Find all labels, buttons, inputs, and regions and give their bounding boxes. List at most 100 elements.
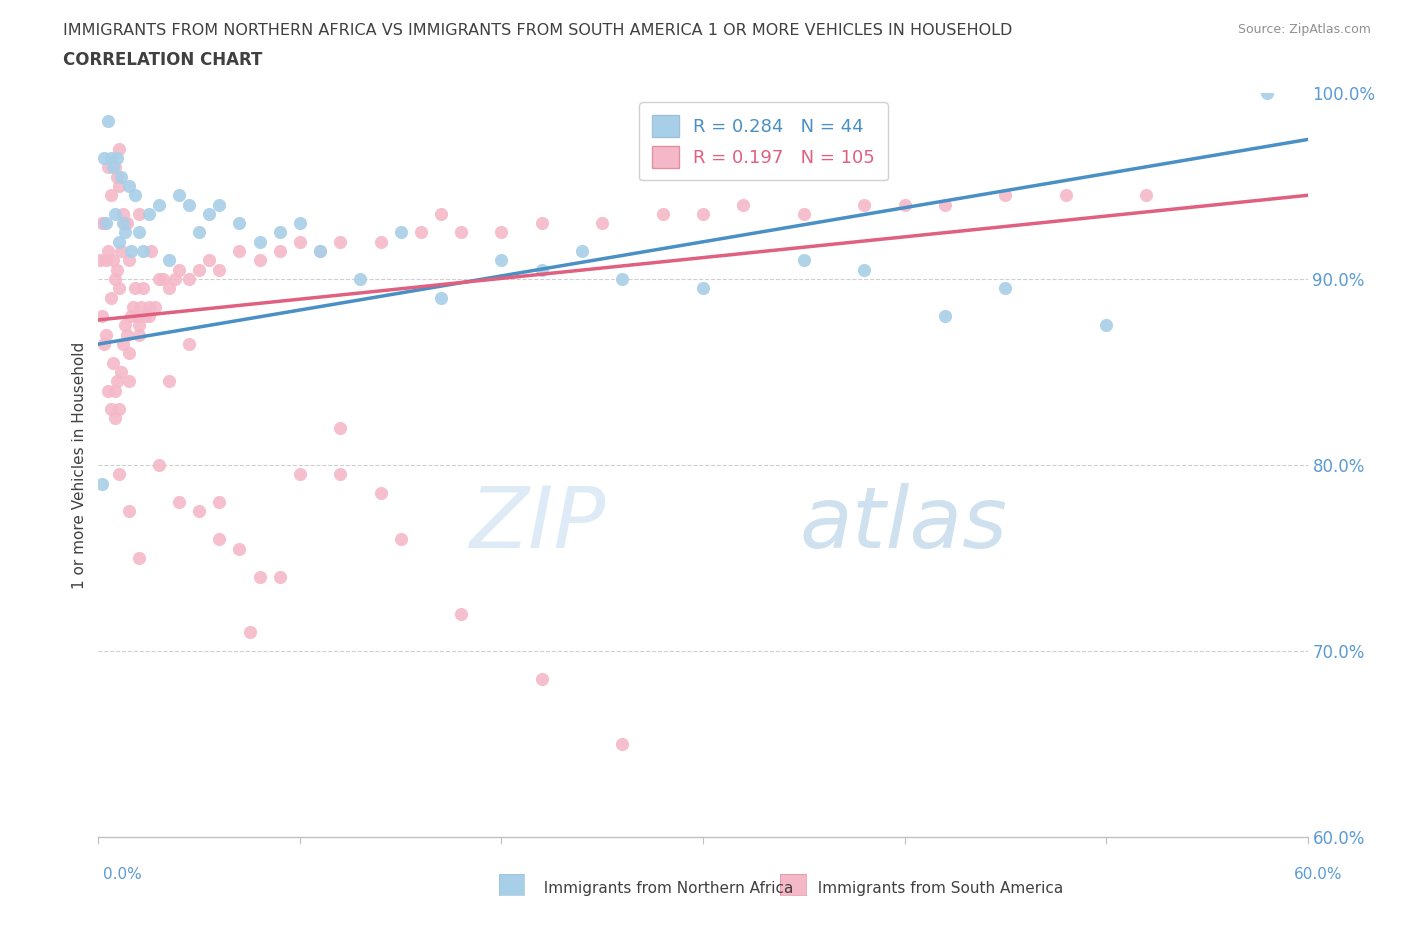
Text: 0.0%: 0.0% — [103, 867, 142, 882]
Point — [101, 355, 124, 370]
Point — [692, 281, 714, 296]
Point — [93, 151, 115, 166]
Point — [100, 188, 122, 203]
Point — [167, 188, 190, 203]
Point — [138, 299, 160, 314]
Point — [128, 327, 150, 342]
Point — [152, 272, 174, 286]
Text: atlas: atlas — [800, 483, 1008, 566]
Point — [128, 318, 150, 333]
Point — [893, 197, 915, 212]
Point — [148, 272, 170, 286]
Point — [128, 206, 150, 221]
Point — [148, 197, 170, 212]
Point — [93, 337, 115, 352]
Point — [115, 216, 138, 231]
Point — [96, 327, 118, 342]
Point — [188, 262, 211, 277]
Point — [249, 569, 271, 584]
Point — [157, 281, 180, 296]
Point — [188, 504, 211, 519]
Point — [105, 151, 128, 166]
Point — [853, 262, 876, 277]
Point — [91, 216, 114, 231]
Point — [91, 476, 114, 491]
Point — [100, 290, 122, 305]
Point — [309, 244, 332, 259]
Point — [329, 467, 352, 482]
Point — [110, 244, 132, 259]
Text: Source: ZipAtlas.com: Source: ZipAtlas.com — [1237, 23, 1371, 36]
Point — [994, 188, 1017, 203]
Text: Immigrants from South America: Immigrants from South America — [808, 881, 1064, 896]
Point — [188, 225, 211, 240]
Point — [107, 141, 129, 156]
Point — [115, 327, 138, 342]
Point — [138, 206, 160, 221]
Point — [103, 383, 125, 398]
Point — [409, 225, 432, 240]
Point — [934, 197, 956, 212]
Point — [208, 495, 231, 510]
Point — [329, 234, 352, 249]
Point — [124, 188, 146, 203]
Point — [107, 179, 129, 193]
Point — [530, 671, 553, 686]
Point — [118, 346, 141, 361]
Point — [114, 225, 136, 240]
Point — [103, 411, 125, 426]
Point — [269, 244, 291, 259]
Point — [288, 467, 311, 482]
Point — [309, 244, 332, 259]
Point — [288, 216, 311, 231]
Point — [430, 290, 453, 305]
Point — [934, 309, 956, 324]
Point — [91, 309, 114, 324]
Point — [97, 113, 120, 128]
Point — [128, 225, 150, 240]
Point — [228, 244, 250, 259]
Point — [132, 244, 155, 259]
Legend: R = 0.284   N = 44, R = 0.197   N = 105: R = 0.284 N = 44, R = 0.197 N = 105 — [640, 102, 887, 180]
Point — [389, 225, 412, 240]
Point — [120, 309, 142, 324]
Point — [269, 569, 291, 584]
Point — [288, 234, 311, 249]
Point — [179, 197, 201, 212]
Text: 60.0%: 60.0% — [1295, 867, 1343, 882]
Point — [125, 309, 148, 324]
Point — [105, 169, 128, 184]
Point — [134, 309, 156, 324]
Point — [1054, 188, 1077, 203]
Point — [370, 485, 392, 500]
Point — [129, 299, 152, 314]
Point — [121, 299, 143, 314]
Point — [107, 281, 129, 296]
Point — [105, 374, 128, 389]
Point — [139, 244, 162, 259]
Point — [228, 216, 250, 231]
Point — [208, 532, 231, 547]
Point — [118, 253, 141, 268]
Point — [107, 467, 129, 482]
Point — [120, 244, 142, 259]
Point — [103, 160, 125, 175]
Point — [793, 253, 815, 268]
Point — [100, 402, 122, 417]
Text: ZIP: ZIP — [470, 483, 606, 566]
Point — [148, 458, 170, 472]
Point — [450, 606, 472, 621]
Point — [491, 253, 513, 268]
Point — [430, 206, 453, 221]
Point — [269, 225, 291, 240]
Point — [107, 234, 129, 249]
Point — [107, 402, 129, 417]
Point — [138, 309, 160, 324]
Point — [111, 206, 134, 221]
Point — [1135, 188, 1157, 203]
Point — [89, 253, 111, 268]
Point — [132, 281, 155, 296]
Point — [167, 262, 190, 277]
Point — [530, 262, 553, 277]
Text: CORRELATION CHART: CORRELATION CHART — [63, 51, 263, 69]
